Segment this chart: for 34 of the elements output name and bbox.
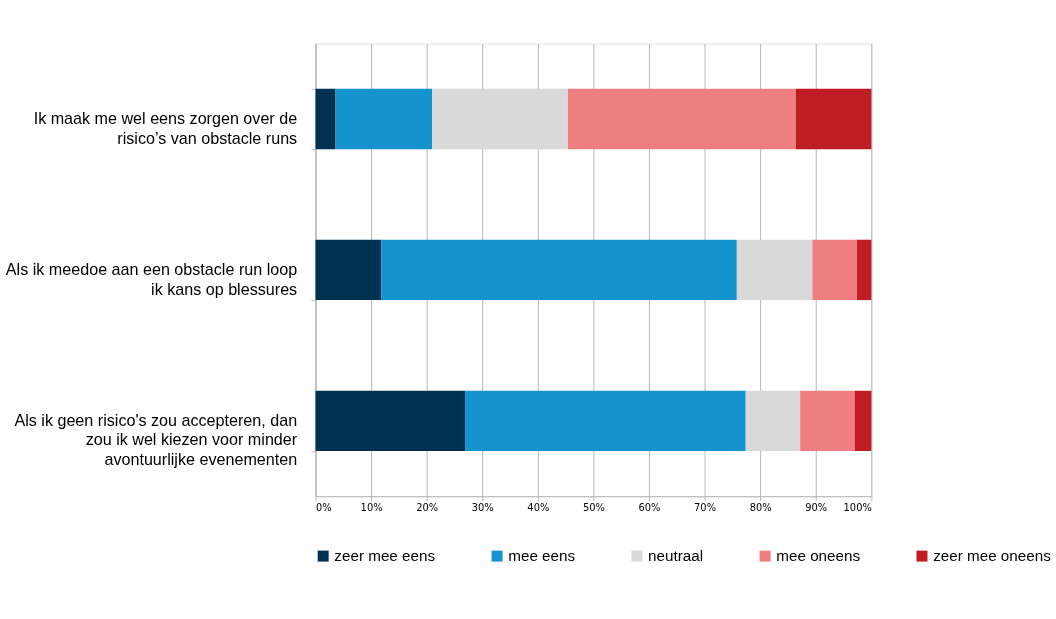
legend-label: neutraal: [648, 546, 704, 564]
bar: [315, 390, 466, 451]
bar: [795, 88, 872, 150]
bar: [812, 239, 857, 301]
legend-label: mee eens: [508, 546, 576, 564]
x-tick-label: 50%: [582, 502, 605, 514]
bar: [315, 239, 382, 301]
legend-label: mee oneens: [776, 546, 861, 564]
bar: [381, 239, 737, 301]
legend-label: zeer mee eens: [334, 546, 436, 564]
bar: [432, 88, 568, 150]
x-tick-label: 20%: [416, 502, 439, 514]
bar: [736, 239, 813, 301]
x-tick-label: 30%: [471, 502, 494, 514]
legend-label: zeer mee oneens: [933, 546, 1052, 564]
bar: [567, 88, 796, 150]
x-tick-label: 10%: [360, 502, 383, 514]
y-tick-label: Als ik geen risico's zou accepteren, dan zou ik wel kiezen voor minder avontuurlijke evenementen: [14, 410, 298, 469]
x-tick-label: 60%: [638, 502, 661, 514]
y-tick-label: Als ik meedoe aan een obstacle run loop ik kans op blessures: [5, 259, 298, 298]
bar: [856, 239, 872, 301]
bar: [800, 390, 855, 451]
x-tick-label: 80%: [749, 502, 772, 514]
bar: [854, 390, 872, 451]
bar: [465, 390, 746, 451]
x-tick-label: 100%: [843, 502, 872, 514]
bar: [745, 390, 801, 451]
x-tick-label: 0%: [315, 502, 332, 514]
bar: [335, 88, 433, 150]
x-tick-label: 70%: [694, 502, 717, 514]
x-tick-label: 90%: [805, 502, 828, 514]
bar: [315, 88, 336, 150]
x-tick-label: 40%: [527, 502, 550, 514]
y-tick-label: Ik maak me wel eens zorgen over de risico’s van obstacle runs: [33, 108, 298, 147]
